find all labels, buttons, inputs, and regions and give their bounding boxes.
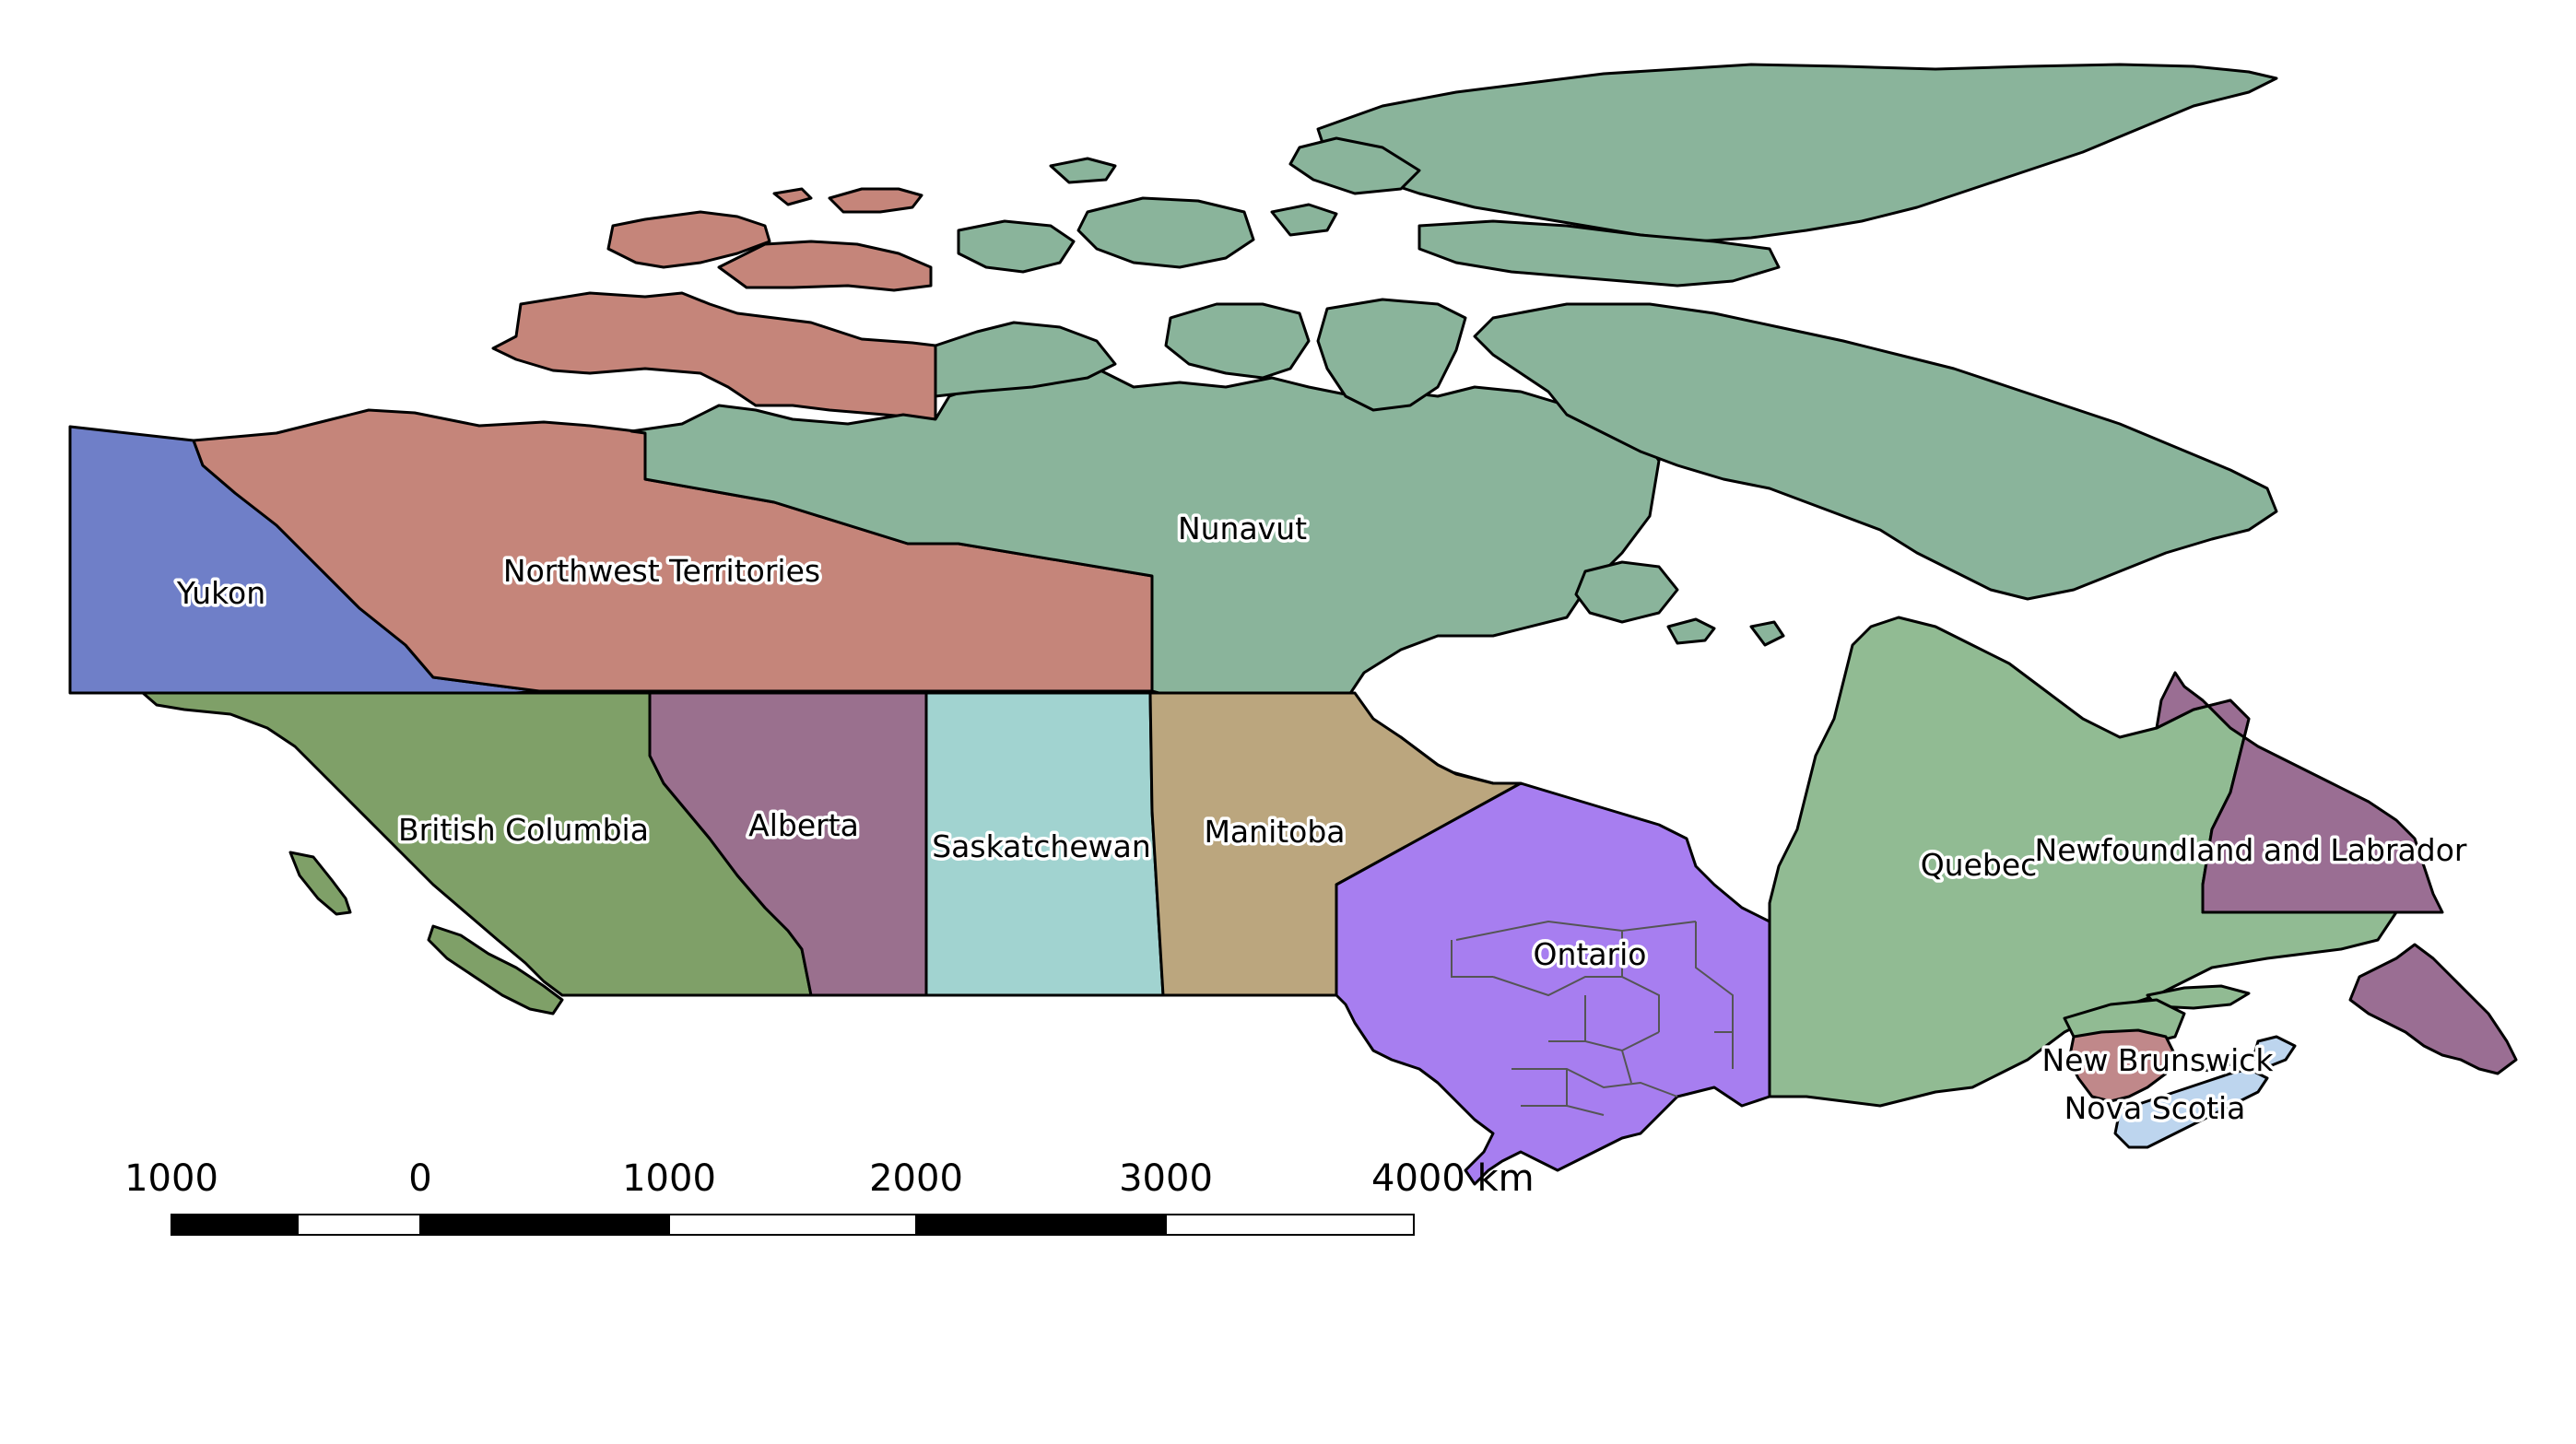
nunavut-island-ellef — [1049, 157, 1117, 184]
nunavut-island-pw — [1164, 302, 1311, 380]
province-ns — [2113, 1067, 2269, 1149]
scale-segment-4 — [668, 1214, 917, 1236]
label-nunavut: Nunavut — [1178, 511, 1307, 546]
scale-label-1: 1000 — [124, 1157, 218, 1200]
nunavut-island-devon — [1417, 219, 1781, 288]
scale-label-6: 4000 km — [1371, 1157, 1535, 1200]
scale-label-3: 1000 — [622, 1157, 716, 1200]
label-nl: Newfoundland and Labrador — [2035, 832, 2467, 868]
nwt-island-small-2 — [772, 187, 813, 206]
ontario-census-subdivisions — [1451, 920, 1734, 1116]
province-ontario — [1335, 781, 1771, 1186]
nunavut-island-southampton — [1574, 560, 1679, 624]
scale-segment-6 — [1165, 1214, 1415, 1236]
nunavut-island-bathurst — [1076, 196, 1255, 269]
scale-label-5: 3000 — [1119, 1157, 1213, 1200]
nwt-island-north — [717, 240, 933, 292]
nwt-island-small-1 — [828, 187, 923, 214]
bc-island-vancouver — [427, 924, 564, 1015]
scale-label-2: 0 — [408, 1157, 431, 1200]
label-alberta: Alberta — [748, 807, 859, 843]
scale-segment-2 — [297, 1214, 421, 1236]
nunavut-island-victoria-east — [934, 321, 1117, 398]
nunavut-island-somerset — [1316, 298, 1467, 412]
nunavut-island-coats — [1666, 617, 1716, 645]
label-bc: British Columbia — [398, 812, 649, 848]
label-ontario: Ontario — [1534, 936, 1647, 972]
label-yukon: Yukon — [176, 575, 265, 611]
province-pei — [2182, 1053, 2232, 1073]
nunavut-island-baffin — [1473, 302, 2278, 601]
scale-label-4: 2000 — [869, 1157, 963, 1200]
bc-island-haida-gwaii — [288, 851, 352, 916]
label-nb: New Brunswick — [2041, 1042, 2274, 1078]
label-ns: Nova Scotia — [2064, 1090, 2246, 1126]
label-manitoba: Manitoba — [1204, 814, 1345, 850]
nunavut-island-cornwallis — [1270, 203, 1338, 237]
label-nwt: Northwest Territories — [503, 553, 820, 589]
nunavut-island-axel — [1288, 136, 1421, 195]
scale-segment-1 — [171, 1214, 299, 1236]
scale-bar: 1000 0 1000 2000 3000 4000 km — [124, 1157, 1535, 1236]
nwt-island-victoria — [491, 291, 937, 421]
label-saskatchewan: Saskatchewan — [932, 828, 1151, 864]
province-nl-labrador — [2155, 671, 2444, 914]
nunavut-island-melville — [957, 219, 1076, 274]
province-manitoba — [1148, 691, 1523, 997]
scale-segment-5 — [915, 1214, 1167, 1236]
nunavut-island-belcher — [1749, 620, 1785, 647]
province-nl-newfoundland — [2348, 943, 2518, 1075]
province-nb — [2067, 1028, 2177, 1103]
label-quebec: Quebec — [1921, 847, 2038, 883]
scale-segment-3 — [419, 1214, 670, 1236]
nwt-island-banks — [606, 210, 771, 269]
nunavut-island-ellesmere — [1316, 63, 2278, 243]
province-labels: Yukon Northwest Territories Nunavut Brit… — [172, 508, 2470, 1130]
ns-cape-breton — [2252, 1035, 2297, 1069]
